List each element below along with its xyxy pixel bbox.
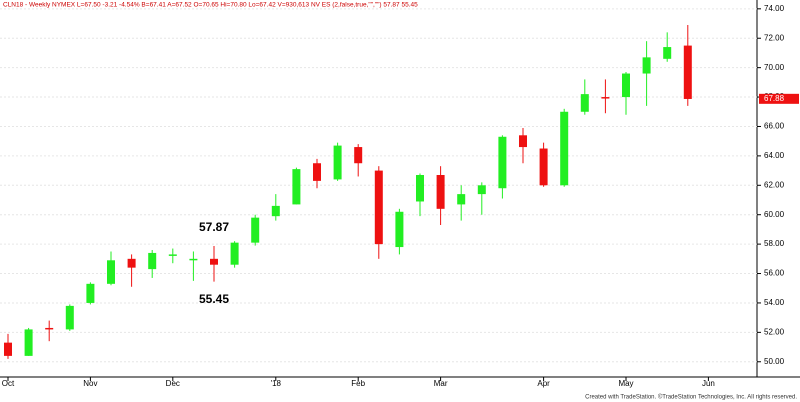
candle-body (416, 175, 424, 202)
candle-body (271, 205, 280, 217)
candle-body (45, 327, 54, 330)
candle-body (498, 136, 507, 189)
candle-body (24, 329, 33, 356)
last-price-label: 67.88 (764, 94, 785, 103)
candle-body (601, 97, 610, 99)
candle-body (86, 283, 95, 303)
y-tick-label: 58.00 (764, 239, 785, 248)
candle-body (395, 211, 404, 248)
candle-body (354, 147, 363, 164)
footer: Created with TradeStation. ©TradeStation… (585, 394, 797, 401)
y-tick-label: 56.00 (764, 269, 785, 278)
annotation: 55.45 (199, 292, 229, 306)
y-tick-label: 74.00 (764, 4, 785, 13)
candle-body (663, 47, 672, 59)
candle-body (539, 148, 548, 186)
candle-body (622, 73, 630, 98)
candle-body (189, 258, 198, 261)
x-tick-label: Oct (2, 379, 15, 388)
candle-body (519, 135, 527, 148)
y-tick-label: 52.00 (764, 327, 785, 336)
chart-title: CLN18 - Weekly NYMEX L=67.50 -3.21 -4.54… (3, 2, 418, 9)
candle-body (210, 258, 218, 265)
x-tick-label: '18 (271, 379, 282, 388)
y-tick-label: 70.00 (764, 63, 785, 72)
candle-body (333, 145, 342, 180)
y-tick-label: 50.00 (764, 357, 785, 366)
candle-body (148, 252, 157, 270)
candle-body (4, 342, 12, 356)
y-tick-label: 72.00 (764, 33, 785, 42)
x-tick-label: Apr (537, 379, 550, 388)
candle-body (580, 94, 589, 112)
x-tick-label: May (618, 379, 633, 388)
y-tick-label: 64.00 (764, 151, 785, 160)
y-tick-label: 54.00 (764, 298, 785, 307)
candle-body (127, 258, 136, 268)
candle-body (230, 242, 239, 265)
candle-body (313, 163, 321, 181)
candle-body (560, 111, 569, 186)
candle-body (65, 305, 74, 330)
annotation: 57.87 (199, 220, 229, 234)
x-tick-label: Mar (434, 379, 448, 388)
x-tick-label: Feb (351, 379, 365, 388)
last-price-box (759, 93, 799, 104)
candle-body (457, 194, 466, 205)
candle-body (683, 45, 692, 99)
y-tick-label: 60.00 (764, 210, 785, 219)
y-tick-label: 66.00 (764, 122, 785, 131)
x-tick-label: Jun (702, 379, 715, 388)
x-tick-label: Nov (83, 379, 97, 388)
candle-body (292, 169, 301, 205)
candle-body (251, 217, 260, 243)
candle-body (642, 57, 651, 74)
candle-body (168, 254, 177, 256)
candle-body (477, 185, 486, 195)
x-tick-label: Dec (166, 379, 180, 388)
candle-body (374, 170, 383, 245)
candle-body (436, 175, 445, 209)
y-tick-label: 62.00 (764, 180, 785, 189)
candle-body (107, 260, 115, 284)
